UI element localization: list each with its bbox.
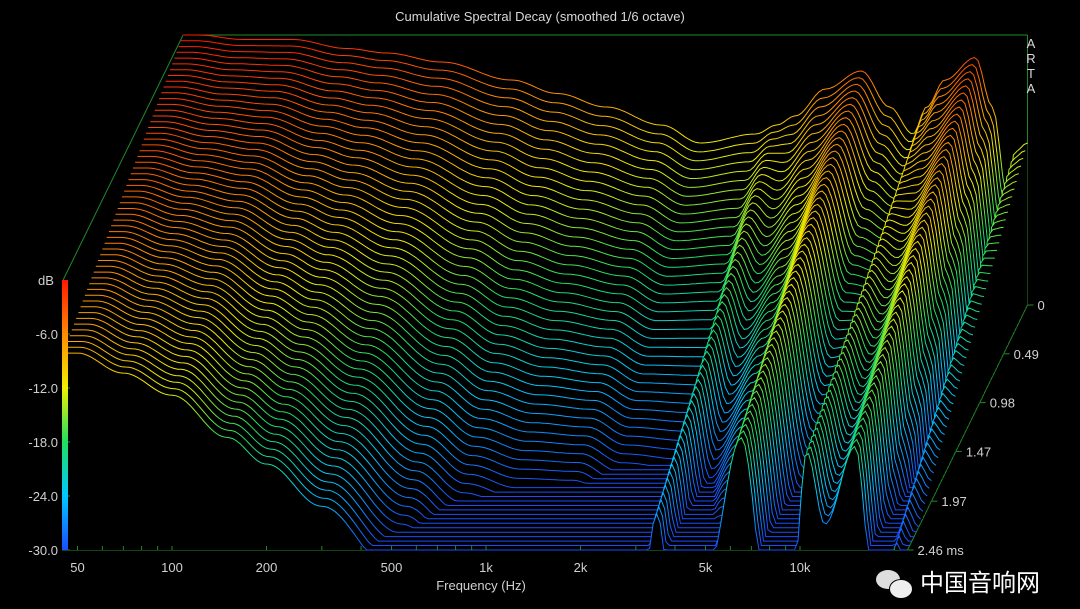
left-top-edge [62,34,184,281]
slice-line [132,167,978,408]
slice-line [87,288,932,502]
time-axis [907,304,1028,551]
db-tick-label: -30.0 [28,543,58,558]
slice-line [154,109,1000,317]
db-axis-label: dB [38,273,54,288]
x-axis-label: Frequency (Hz) [436,578,526,593]
slice-line [122,196,967,431]
slice-line [91,277,937,493]
db-tick-label: -12.0 [28,381,58,396]
x-tick-label: 10k [790,560,811,575]
slice-line [137,155,982,391]
slice-line [117,208,963,440]
slice-line [172,63,1017,243]
x-tick-label: 200 [256,560,278,575]
arta-brand: ARTA [1026,36,1036,96]
db-tick-label: -6.0 [36,327,58,342]
slice-line [170,69,1015,252]
slice-line [161,92,1006,289]
x-tick-label: 100 [161,560,183,575]
wechat-icon [876,568,914,599]
x-tick-label: 5k [699,560,713,575]
slice-line [89,283,935,497]
slice-line [115,213,961,444]
time-tick-label: 0.49 [1014,347,1039,362]
slice-line [174,57,1019,233]
slice-line [104,242,950,466]
chart-title: Cumulative Spectral Decay (smoothed 1/6 … [395,9,685,24]
slice-mask [63,353,908,550]
slice-line [150,121,995,335]
slice-line [80,306,926,515]
slice-line [152,115,998,326]
slice-line [67,341,912,542]
slice-line [141,144,987,372]
slice-line [163,86,1008,280]
slice-line [126,184,971,422]
slice-line [84,294,930,506]
slice-line [178,46,1024,215]
db-tick-label: -24.0 [28,489,58,504]
tick-labels: 50 100 200 500 1k 2k 5k 10k -6.0 -12.0 -18.0 -24.0 -… [28,298,1044,575]
x-tick-label: 500 [381,560,403,575]
db-colorbar [62,280,68,550]
slice-line [135,161,980,400]
slice-line [98,260,943,480]
x-tick-label: 2k [574,560,588,575]
slice-line [183,34,1028,198]
slice-line [93,271,939,489]
slice-line [76,317,921,524]
watermark-text: 中国音响网 [920,569,1040,597]
watermark: 中国音响网 [876,568,1040,599]
slice-line [148,127,993,345]
slice-line [176,51,1022,224]
slice-line [167,75,1013,261]
slice-line [74,323,919,529]
slice-line [106,236,952,462]
time-tick-label: 1.97 [941,494,966,509]
slice-line [124,190,969,426]
slice-line [65,346,910,546]
slice-line [119,202,965,435]
slice-line [128,179,974,419]
slice-line [111,225,956,453]
slice-line [78,312,924,520]
slice-line [100,254,945,475]
slice-line [180,40,1026,207]
slice-line [95,265,941,484]
db-tick-label: -18.0 [28,435,58,450]
slice-line [63,352,908,551]
slice-line [130,173,976,413]
slice-line [143,138,989,363]
slice-line [156,103,1002,308]
slice-line [165,80,1011,270]
slice-line [159,98,1004,298]
slice-line [108,231,954,457]
decay-slices [63,34,1028,551]
slice-line [71,329,917,533]
time-tick-label: 2.46 ms [918,543,965,558]
time-tick-label: 0.98 [990,396,1015,411]
slice-line [113,219,958,448]
slice-line [146,132,991,354]
decay-slice [63,352,908,551]
slice-line [69,335,915,538]
x-tick-label: 1k [479,560,493,575]
x-tick-label: 50 [70,560,84,575]
slice-line [139,150,984,382]
slice-line [82,300,928,511]
slice-line [102,248,948,471]
time-tick-label: 1.47 [966,444,991,459]
time-tick-label: 0 [1038,298,1045,313]
